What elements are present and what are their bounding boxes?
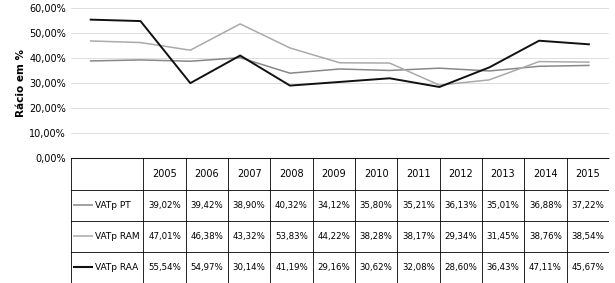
Text: 38,76%: 38,76% <box>529 232 562 241</box>
Text: 2007: 2007 <box>237 169 261 179</box>
Text: 30,62%: 30,62% <box>360 263 392 272</box>
Text: 38,28%: 38,28% <box>360 232 392 241</box>
Text: 47,01%: 47,01% <box>148 232 181 241</box>
Text: 46,38%: 46,38% <box>191 232 223 241</box>
Text: 35,01%: 35,01% <box>486 201 520 210</box>
Text: 45,67%: 45,67% <box>571 263 604 272</box>
Text: 2010: 2010 <box>364 169 389 179</box>
Text: VATp PT: VATp PT <box>95 201 131 210</box>
Text: 36,88%: 36,88% <box>529 201 562 210</box>
Text: 47,11%: 47,11% <box>529 263 562 272</box>
Text: 39,02%: 39,02% <box>148 201 181 210</box>
Text: VATp RAM: VATp RAM <box>95 232 140 241</box>
Text: 2014: 2014 <box>533 169 558 179</box>
Text: 2008: 2008 <box>279 169 304 179</box>
Text: 2015: 2015 <box>575 169 600 179</box>
Text: 55,54%: 55,54% <box>148 263 181 272</box>
Text: 2012: 2012 <box>448 169 473 179</box>
Text: 2011: 2011 <box>406 169 430 179</box>
Text: 54,97%: 54,97% <box>191 263 223 272</box>
Text: VATp RAA: VATp RAA <box>95 263 139 272</box>
Text: 43,32%: 43,32% <box>232 232 266 241</box>
Text: 44,22%: 44,22% <box>317 232 350 241</box>
Text: 37,22%: 37,22% <box>571 201 604 210</box>
Y-axis label: Rácio em %: Rácio em % <box>16 50 26 117</box>
Text: 31,45%: 31,45% <box>486 232 520 241</box>
Text: 38,54%: 38,54% <box>571 232 604 241</box>
Text: 38,17%: 38,17% <box>402 232 435 241</box>
Text: 36,13%: 36,13% <box>444 201 477 210</box>
Text: 35,21%: 35,21% <box>402 201 435 210</box>
Text: 41,19%: 41,19% <box>275 263 308 272</box>
Text: 34,12%: 34,12% <box>317 201 350 210</box>
Text: 28,60%: 28,60% <box>444 263 477 272</box>
Text: 38,90%: 38,90% <box>233 201 266 210</box>
Text: 29,16%: 29,16% <box>317 263 350 272</box>
Text: 2005: 2005 <box>152 169 177 179</box>
Text: 40,32%: 40,32% <box>275 201 308 210</box>
Text: 35,80%: 35,80% <box>360 201 392 210</box>
Text: 2006: 2006 <box>194 169 219 179</box>
Text: 53,83%: 53,83% <box>275 232 308 241</box>
Text: 36,43%: 36,43% <box>486 263 520 272</box>
Text: 32,08%: 32,08% <box>402 263 435 272</box>
Text: 39,42%: 39,42% <box>191 201 223 210</box>
Text: 30,14%: 30,14% <box>232 263 266 272</box>
Text: 2009: 2009 <box>322 169 346 179</box>
Text: 29,34%: 29,34% <box>445 232 477 241</box>
Text: 2013: 2013 <box>491 169 515 179</box>
